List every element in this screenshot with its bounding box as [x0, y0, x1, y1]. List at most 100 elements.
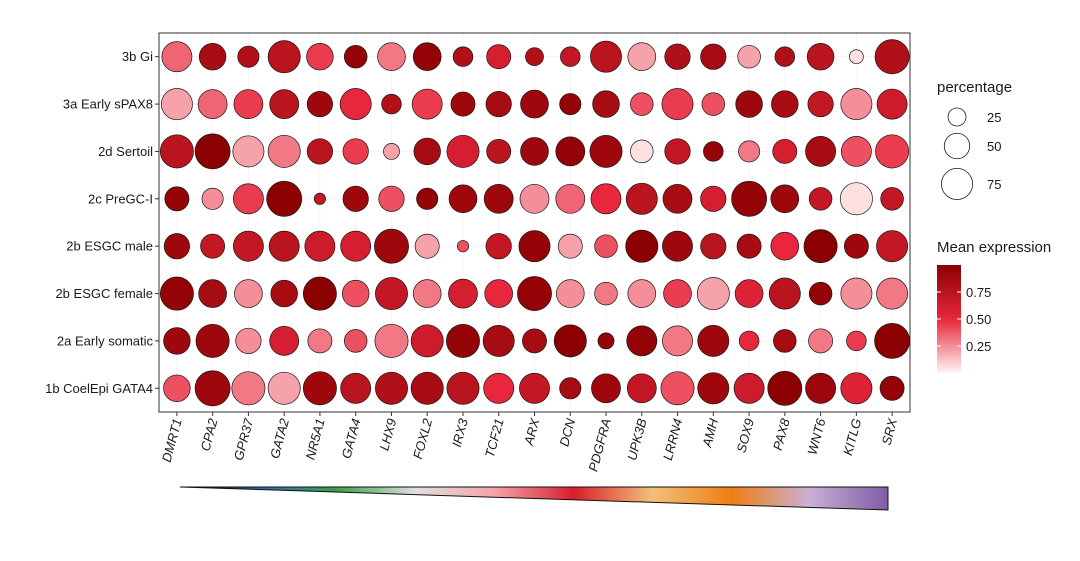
y-axis-labels: 3b Gi 3a Early sPAX8 2d Sertoil 2c PreGC-I 2… [45, 49, 159, 396]
dot-3a-early-spax8-tcf21 [485, 91, 512, 118]
dot-2c-pregc-i-cpa2 [201, 187, 224, 210]
dot-2d-sertoil-foxl2 [413, 137, 441, 166]
dot-3a-early-spax8-gata2 [269, 89, 300, 119]
dot-3b-gi-gata2 [267, 40, 301, 74]
x-tick-label: GATA2 [267, 416, 292, 460]
dot-2a-early-somatic-tcf21 [482, 324, 515, 357]
size-legend-label: 50 [987, 139, 1001, 154]
color-legend-label: 0.75 [966, 285, 991, 300]
dot-2b-esgc-female-sox9 [734, 279, 764, 308]
dots [159, 39, 910, 407]
dot-2b-esgc-female-foxl2 [412, 279, 442, 308]
dot-2d-sertoil-irx3 [446, 134, 480, 168]
dot-2c-pregc-i-dcn [555, 183, 586, 214]
y-tick-label: 1b CoelEpi GATA4 [45, 381, 153, 396]
dot-1b-coelepi-gata4-gata4 [340, 372, 372, 404]
x-tick-label: IRX3 [449, 416, 471, 449]
x-tick-label: ARX [521, 416, 543, 448]
y-tick-label: 2d Sertoil [98, 144, 153, 159]
dot-1b-coelepi-gata4-lhx9 [375, 371, 408, 405]
dot-2a-early-somatic-upk3b [626, 325, 658, 357]
dot-2a-early-somatic-cpa2 [195, 323, 230, 358]
dot-3a-early-spax8-pax8 [771, 90, 799, 118]
dot-2b-esgc-female-pax8 [768, 277, 801, 310]
dot-1b-coelepi-gata4-dmrt1 [163, 374, 191, 402]
dot-2b-esgc-female-kitlg [840, 277, 873, 310]
dot-1b-coelepi-gata4-pdgfra [591, 373, 621, 404]
x-tick-label: DMRT1 [159, 417, 185, 464]
dot-2b-esgc-male-pdgfra [594, 234, 618, 258]
dot-3b-gi-sox9 [737, 44, 761, 69]
dot-3a-early-spax8-cpa2 [197, 89, 228, 119]
x-tick-label: DCN [556, 416, 578, 448]
dot-3a-early-spax8-arx [520, 89, 549, 119]
dot-3a-early-spax8-lrrn4 [661, 88, 694, 121]
dot-2c-pregc-i-arx [519, 183, 550, 214]
dot-3a-early-spax8-gata4 [339, 88, 372, 121]
x-tick-label: UPK3B [624, 417, 650, 462]
dot-2c-pregc-i-tcf21 [483, 183, 514, 214]
dot-3a-early-spax8-upk3b [630, 92, 654, 116]
dot-2d-sertoil-lrrn4 [664, 138, 691, 165]
dot-2b-esgc-female-amh [696, 277, 730, 311]
gradient-wedge [179, 486, 889, 511]
size-legend-label: 75 [987, 177, 1001, 192]
color-legend-label: 0.25 [966, 339, 991, 354]
dot-2c-pregc-i-upk3b [625, 182, 658, 215]
dot-2d-sertoil-sox9 [738, 140, 761, 163]
dot-1b-coelepi-gata4-kitlg [840, 372, 873, 405]
dot-2b-esgc-male-gata2 [268, 230, 300, 262]
dot-3b-gi-cpa2 [198, 42, 227, 71]
dot-3b-gi-dmrt1 [161, 41, 193, 73]
dot-3b-gi-upk3b [627, 42, 657, 71]
size-legend-circle [947, 107, 967, 127]
dot-1b-coelepi-gata4-arx [519, 372, 550, 404]
dot-2b-esgc-male-pax8 [770, 231, 800, 261]
dot-2a-early-somatic-pax8 [773, 329, 797, 353]
dot-3b-gi-wnt6 [806, 42, 835, 71]
dot-2b-esgc-male-gpr37 [232, 230, 264, 262]
dot-2c-pregc-i-dmrt1 [164, 186, 190, 212]
y-tick-label: 3a Early sPAX8 [63, 97, 153, 112]
dot-2b-esgc-male-irx3 [456, 240, 470, 253]
dot-1b-coelepi-gata4-amh [697, 372, 730, 405]
dot-3b-gi-dcn [560, 46, 581, 67]
dot-2c-pregc-i-gpr37 [232, 183, 264, 215]
dot-2c-pregc-i-srx [880, 187, 904, 211]
dot-2c-pregc-i-pdgfra [590, 183, 622, 215]
dot-2b-esgc-female-dcn [556, 279, 585, 308]
dot-2a-early-somatic-lrrn4 [662, 325, 693, 357]
dot-2d-sertoil-gata4 [342, 138, 369, 165]
dot-3a-early-spax8-kitlg [840, 88, 873, 121]
x-tick-label: LHX9 [376, 417, 399, 452]
dot-2c-pregc-i-amh [700, 185, 727, 212]
dot-3b-gi-gata4 [343, 44, 368, 69]
dot-3a-early-spax8-nr5a1 [306, 91, 333, 118]
dot-3a-early-spax8-dcn [559, 93, 582, 116]
dot-3b-gi-nr5a1 [306, 42, 334, 71]
dot-2b-esgc-male-dcn [557, 233, 583, 259]
dot-2d-sertoil-dcn [555, 136, 586, 167]
dot-2c-pregc-i-pax8 [770, 184, 800, 214]
dot-3b-gi-lrrn4 [664, 43, 691, 70]
dot-2d-sertoil-nr5a1 [306, 138, 333, 165]
dot-2b-esgc-male-upk3b [625, 229, 659, 263]
dot-2c-pregc-i-lrrn4 [662, 183, 693, 214]
dot-2b-esgc-female-gata2 [270, 279, 298, 308]
dot-2a-early-somatic-srx [874, 323, 910, 359]
dot-2b-esgc-female-irx3 [448, 278, 478, 309]
x-tick-label: SRX [879, 416, 901, 447]
x-tick-label: PAX8 [770, 416, 793, 452]
x-tick-label: GATA4 [339, 417, 364, 460]
dot-2b-esgc-female-srx [876, 277, 909, 310]
dot-2c-pregc-i-kitlg [839, 182, 873, 216]
size-legend-title: percentage [937, 79, 1012, 96]
dot-3a-early-spax8-amh [701, 92, 726, 116]
dot-2b-esgc-male-lrrn4 [662, 230, 693, 262]
dot-2a-early-somatic-pdgfra [597, 332, 615, 350]
dot-2d-sertoil-gata2 [267, 134, 301, 168]
dot-2a-early-somatic-foxl2 [410, 324, 444, 358]
dot-2b-esgc-female-upk3b [627, 279, 657, 308]
color-legend-title: Mean expression [937, 239, 1051, 256]
